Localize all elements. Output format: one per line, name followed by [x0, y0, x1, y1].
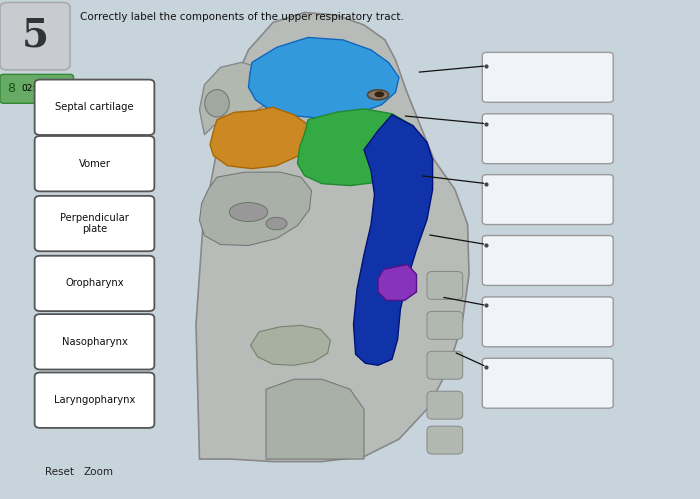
FancyBboxPatch shape — [427, 311, 463, 339]
Text: Zoom: Zoom — [83, 467, 113, 477]
Polygon shape — [199, 62, 273, 135]
FancyBboxPatch shape — [427, 391, 463, 419]
FancyBboxPatch shape — [427, 351, 463, 379]
Text: Reset: Reset — [45, 467, 74, 477]
Ellipse shape — [230, 203, 267, 222]
FancyBboxPatch shape — [482, 114, 613, 164]
Text: Laryngopharynx: Laryngopharynx — [54, 395, 135, 405]
FancyBboxPatch shape — [427, 426, 463, 454]
Text: Septal cartilage: Septal cartilage — [55, 102, 134, 112]
Text: 8: 8 — [7, 82, 15, 95]
Polygon shape — [210, 107, 312, 169]
Text: Vomer: Vomer — [78, 159, 111, 169]
Ellipse shape — [374, 91, 384, 97]
FancyBboxPatch shape — [482, 297, 613, 347]
Polygon shape — [354, 115, 433, 365]
Polygon shape — [298, 109, 424, 186]
FancyBboxPatch shape — [35, 314, 154, 369]
Text: 5: 5 — [22, 16, 48, 54]
Ellipse shape — [204, 90, 230, 117]
Text: Nasopharynx: Nasopharynx — [62, 337, 127, 347]
FancyBboxPatch shape — [482, 52, 613, 102]
FancyBboxPatch shape — [482, 358, 613, 408]
FancyBboxPatch shape — [35, 196, 154, 251]
FancyBboxPatch shape — [482, 175, 613, 225]
FancyBboxPatch shape — [35, 372, 154, 428]
Ellipse shape — [368, 90, 388, 100]
Text: Correctly label the components of the upper respiratory tract.: Correctly label the components of the up… — [80, 12, 405, 22]
Polygon shape — [266, 379, 364, 459]
FancyBboxPatch shape — [35, 256, 154, 311]
Polygon shape — [199, 172, 312, 246]
FancyBboxPatch shape — [0, 74, 74, 103]
Text: Oropharynx: Oropharynx — [65, 278, 124, 288]
Ellipse shape — [266, 218, 287, 230]
Text: Perpendicular
plate: Perpendicular plate — [60, 213, 129, 235]
Text: 02:11:59: 02:11:59 — [21, 84, 61, 93]
FancyBboxPatch shape — [35, 79, 154, 135]
FancyBboxPatch shape — [427, 271, 463, 299]
Polygon shape — [251, 325, 330, 365]
Polygon shape — [196, 12, 469, 462]
FancyBboxPatch shape — [0, 2, 70, 70]
Polygon shape — [378, 264, 416, 300]
Polygon shape — [248, 37, 399, 119]
FancyBboxPatch shape — [482, 236, 613, 285]
FancyBboxPatch shape — [35, 136, 154, 191]
